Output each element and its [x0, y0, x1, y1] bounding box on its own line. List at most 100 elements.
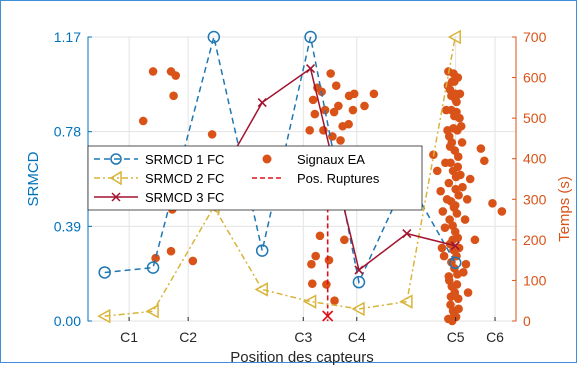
ea-point-98 — [462, 194, 472, 204]
ea-point-96 — [460, 215, 470, 224]
ea-point-55 — [449, 69, 458, 78]
y-right-tick-label-1: 100 — [523, 272, 547, 288]
ea-point-125 — [447, 316, 457, 326]
ea-point-13 — [320, 105, 330, 115]
ea-point-14 — [326, 69, 335, 78]
ea-point-97 — [438, 207, 448, 216]
ea-point-110 — [437, 243, 447, 253]
legend: SRMCD 1 FC SRMCD 2 FC SRMCD 3 FC Signaux… — [87, 145, 423, 211]
ea-point-94 — [457, 138, 467, 147]
ea-point-1 — [148, 67, 158, 76]
ea-point-132 — [449, 123, 458, 133]
ea-point-37 — [344, 91, 354, 101]
ea-point-63 — [453, 152, 463, 161]
ea-point-16 — [315, 231, 325, 241]
ea-point-121 — [461, 259, 471, 269]
ea-point-107 — [439, 251, 449, 261]
legend-label-srmcd3: SRMCD 3 FC — [145, 190, 224, 205]
series-1-point-6 — [399, 294, 413, 309]
ea-point-119 — [458, 182, 467, 192]
series-0-point-7 — [448, 256, 462, 269]
series-2-point-7 — [450, 241, 460, 251]
series-line-1 — [104, 36, 456, 317]
x-tick-label-1: C2 — [179, 329, 197, 345]
ea-point-3 — [171, 71, 181, 80]
series-0-point-5 — [352, 275, 366, 289]
ea-point-105 — [497, 207, 507, 216]
series-1-point-1 — [145, 304, 159, 319]
ea-point-93 — [442, 194, 452, 204]
ea-point-8 — [207, 130, 217, 139]
ea-point-133 — [452, 107, 461, 117]
y-right-tick-label-4: 400 — [523, 151, 547, 167]
ea-point-101 — [432, 166, 442, 176]
ea-point-32 — [336, 136, 345, 145]
ea-point-114 — [455, 89, 465, 99]
ea-point-72 — [452, 209, 462, 218]
ea-point-122 — [452, 280, 462, 289]
ea-point-28 — [369, 89, 379, 99]
ea-point-108 — [459, 268, 468, 277]
legend-label-srmcd1: SRMCD 1 FC — [145, 152, 224, 167]
ea-point-128 — [448, 235, 457, 245]
series-2-point-6 — [402, 229, 412, 239]
ea-point-102 — [476, 144, 486, 153]
ea-point-123 — [446, 292, 456, 301]
y-left-tick-label-2: 0.78 — [54, 124, 81, 140]
ea-point-130 — [453, 162, 463, 172]
series-0-point-3 — [255, 244, 269, 257]
ea-point-48 — [348, 105, 358, 115]
ea-point-46 — [340, 235, 349, 245]
y-right-tick-label-0: 0 — [523, 313, 531, 329]
y-left-tick-label-0: 0.00 — [54, 313, 81, 329]
ea-point-31 — [329, 107, 339, 117]
rupture-marker — [322, 310, 334, 322]
ea-point-5 — [151, 253, 160, 263]
ea-point-129 — [450, 201, 460, 210]
series-1-point-4 — [302, 294, 317, 309]
series-2-point-5 — [354, 265, 364, 275]
x-tick-label-4: C5 — [447, 329, 465, 345]
legend-label-signaux-ea: Signaux EA — [297, 152, 365, 167]
legend-item-srmcd2: SRMCD 2 FC — [94, 170, 224, 186]
legend-item-srmcd3: SRMCD 3 FC — [94, 190, 224, 205]
ea-point-0 — [138, 116, 148, 126]
legend-item-ruptures: Pos. Ruptures — [252, 171, 380, 186]
ea-point-109 — [463, 288, 473, 297]
series-1-point-7 — [447, 29, 461, 45]
ea-point-113 — [441, 105, 451, 115]
ea-point-27 — [360, 101, 369, 111]
ea-point-17 — [311, 251, 320, 261]
y-right-tick-label-3: 300 — [523, 191, 547, 207]
series-1-point-5 — [351, 301, 365, 317]
x-axis-label: Position des capteurs — [230, 349, 373, 365]
ea-point-36 — [331, 81, 341, 90]
ea-point-115 — [443, 81, 453, 90]
series-2-point-4 — [305, 63, 316, 74]
y-left-tick-label-3: 1.17 — [54, 29, 81, 45]
ea-point-18 — [322, 280, 331, 289]
ea-point-7 — [166, 246, 176, 256]
ea-point-104 — [488, 199, 497, 208]
series-2-point-3 — [257, 97, 267, 108]
ea-point-92 — [456, 170, 465, 180]
ea-point-9 — [188, 256, 198, 266]
ea-point-111 — [470, 235, 480, 245]
y-right-tick-label-6: 600 — [523, 70, 547, 86]
x-tick-label-0: C1 — [120, 329, 138, 345]
ea-point-67 — [444, 178, 454, 188]
x-tick-label-3: C4 — [348, 329, 366, 345]
ea-point-4 — [169, 91, 178, 101]
y-left-label: SRMCD — [25, 151, 42, 206]
y-right-label: Temps (s) — [556, 176, 573, 242]
y-right-tick-label-5: 500 — [523, 110, 547, 126]
ea-point-10 — [307, 279, 317, 288]
ea-point-112 — [456, 121, 466, 131]
y-right-tick-label-7: 700 — [523, 29, 547, 45]
legend-item-srmcd1: SRMCD 1 FC — [94, 152, 224, 167]
y-left-tick-label-1: 0.39 — [54, 218, 81, 234]
ea-point-40 — [308, 95, 318, 105]
x-tick-label-2: C3 — [294, 329, 312, 345]
